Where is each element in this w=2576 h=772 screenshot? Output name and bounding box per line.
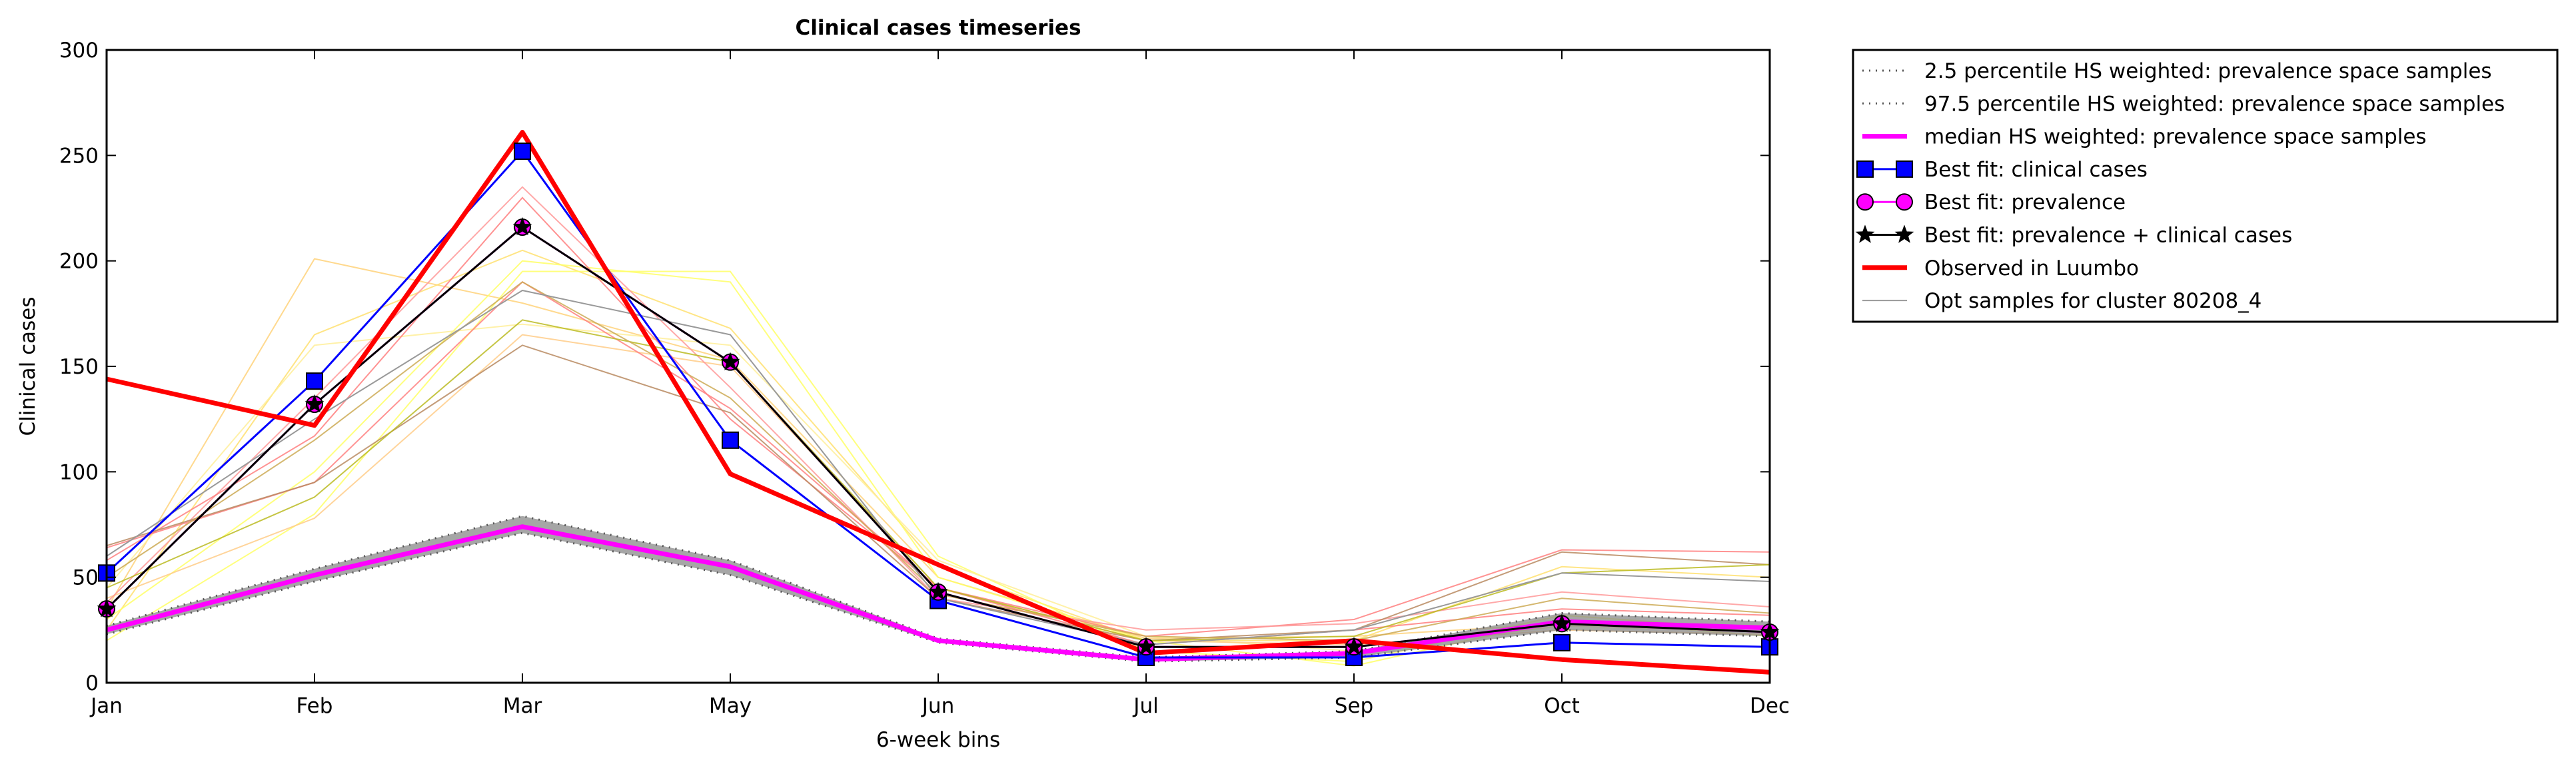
x-tick-label: May [709,694,752,718]
x-tick-label: Jul [1132,694,1158,718]
legend-frame [1852,49,2559,323]
x-axis-label: 6-week bins [876,728,1000,752]
y-tick-label: 300 [59,39,99,63]
legend-marker [1896,193,1913,211]
plot-area [97,130,1780,675]
data-point [1552,613,1572,632]
x-tick-label: Oct [1544,694,1580,718]
legend-label: 97.5 percentile HS weighted: prevalence … [1924,92,2505,116]
x-tick-label: Jan [89,694,123,718]
legend-marker [1856,193,1874,211]
x-tick-label: Feb [297,694,333,718]
series-line-observed-in-luumbo [106,130,1770,675]
data-point [722,431,739,449]
data-point [1553,633,1571,651]
y-tick-label: 200 [59,250,99,274]
x-tick-label: Mar [503,694,542,718]
axes: 0 50 100 150 200 250 300 Jan Feb Mar May Jun Jul Sep O… [59,39,1790,718]
legend-label: Best fit: prevalence [1924,191,2126,214]
data-point [514,143,531,160]
legend-label: 2.5 percentile HS weighted: prevalence s… [1924,59,2492,83]
legend-label: Observed in Luumbo [1924,256,2139,280]
legend: 2.5 percentile HS weighted: prevalence s… [1852,49,2559,323]
y-tick-label: 100 [59,460,99,484]
data-point [512,216,532,236]
data-point [1136,637,1156,655]
data-point [306,372,323,390]
y-tick-label: 150 [59,355,99,379]
legend-marker [1894,224,1914,243]
legend-label: median HS weighted: prevalence space sam… [1924,125,2427,149]
legend-label: Best fit: prevalence + clinical cases [1924,224,2292,248]
legend-marker [1896,160,1913,178]
x-tick-label: Jun [921,694,954,718]
chart-title: Clinical cases timeseries [795,16,1081,40]
legend-label: Best fit: clinical cases [1924,158,2148,182]
data-point [720,352,740,370]
data-point [1344,637,1364,655]
legend-marker [1856,160,1874,178]
x-tick-label: Dec [1750,694,1790,718]
legend-label: Opt samples for cluster 80208_4 [1924,289,2261,313]
y-axis-label: Clinical cases [16,296,40,436]
x-tick-label: Sep [1335,694,1373,718]
data-point [305,394,324,413]
series-line-97-5-percentile-hs-weighted-prevalence-space-samples [106,515,1770,659]
legend-marker [1855,224,1875,243]
y-tick-label: 250 [59,144,99,168]
y-tick-label: 50 [73,566,99,590]
data-point [928,581,948,601]
y-tick-label: 0 [85,671,99,695]
